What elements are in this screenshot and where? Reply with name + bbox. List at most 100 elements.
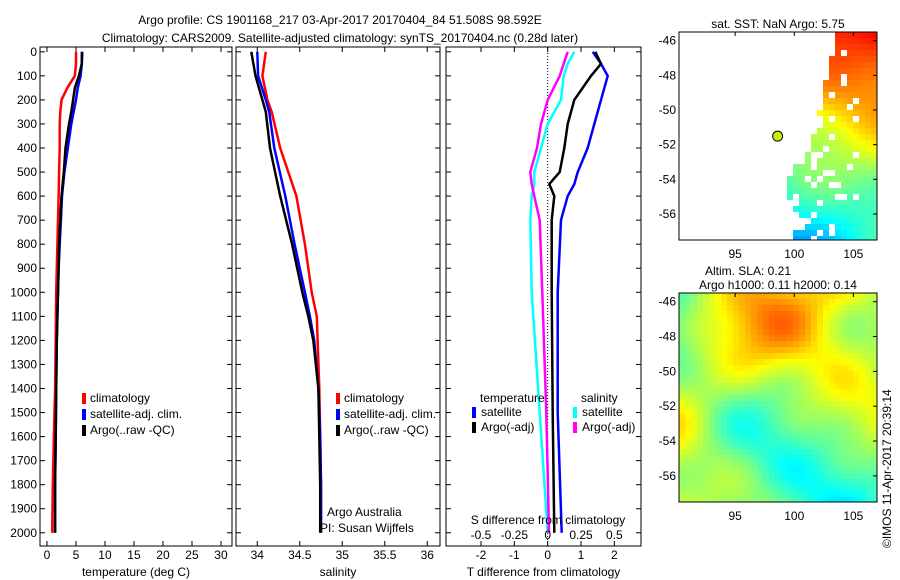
map-cell	[679, 485, 685, 491]
map-cell	[829, 317, 835, 323]
map-cell	[859, 305, 865, 311]
map-cell	[757, 473, 763, 479]
map-cell	[847, 371, 853, 377]
map-cell	[757, 371, 763, 377]
map-cell	[823, 467, 829, 473]
map-cell	[733, 365, 739, 371]
map-cell	[835, 365, 841, 371]
map-cell	[685, 377, 691, 383]
map-cell	[811, 194, 817, 200]
map-cell	[835, 224, 841, 230]
map-cell	[847, 128, 853, 134]
map-cell	[859, 38, 865, 44]
map-cell	[829, 371, 835, 377]
map-cell	[721, 401, 727, 407]
map-cell	[823, 389, 829, 395]
map-cell	[859, 44, 865, 50]
map-cell	[871, 86, 877, 92]
map-cell	[685, 413, 691, 419]
map-cell	[703, 305, 709, 311]
map-cell	[787, 329, 793, 335]
map-cell	[847, 317, 853, 323]
map-cell	[823, 407, 829, 413]
map-cell	[769, 389, 775, 395]
map-cell	[853, 158, 859, 164]
map-cell	[787, 449, 793, 455]
map-cell	[823, 164, 829, 170]
map-cell	[859, 224, 865, 230]
map-cell	[739, 401, 745, 407]
map-cell	[715, 485, 721, 491]
map-cell	[751, 305, 757, 311]
map-cell	[853, 491, 859, 497]
map-cell	[853, 92, 859, 98]
map-cell	[835, 317, 841, 323]
map-cell	[799, 401, 805, 407]
map-cell	[811, 443, 817, 449]
map-cell	[811, 329, 817, 335]
map-cell	[709, 305, 715, 311]
map-cell	[835, 347, 841, 353]
map-cell	[679, 335, 685, 341]
map-cell	[829, 323, 835, 329]
map-cell	[847, 323, 853, 329]
map-cell	[685, 359, 691, 365]
map-cell	[805, 473, 811, 479]
map-cell	[721, 431, 727, 437]
map-cell	[727, 461, 733, 467]
map-cell	[709, 425, 715, 431]
map-cell	[715, 371, 721, 377]
map-cell	[805, 443, 811, 449]
map-cell	[745, 437, 751, 443]
map-cell	[835, 305, 841, 311]
map-cell	[835, 443, 841, 449]
map-cell	[751, 359, 757, 365]
map-cell	[703, 485, 709, 491]
map-cell	[763, 389, 769, 395]
map-cell	[853, 329, 859, 335]
map-cell	[823, 473, 829, 479]
map-cell	[835, 383, 841, 389]
map-cell	[739, 377, 745, 383]
map-cell	[799, 335, 805, 341]
map-cell	[817, 305, 823, 311]
map-cell	[811, 140, 817, 146]
map-cell	[685, 491, 691, 497]
map-cell	[793, 341, 799, 347]
map-cell	[865, 485, 871, 491]
map-cell	[859, 110, 865, 116]
map-cell	[721, 371, 727, 377]
map-cell	[823, 455, 829, 461]
map-cell	[871, 218, 877, 224]
series-line-t-argo-adj-	[547, 51, 603, 533]
map-cell	[781, 461, 787, 467]
map-cell	[799, 200, 805, 206]
map-cell	[823, 206, 829, 212]
map-cell	[757, 461, 763, 467]
map-cell	[871, 194, 877, 200]
map-cell	[829, 395, 835, 401]
map-cell	[859, 407, 865, 413]
map-cell	[859, 194, 865, 200]
map-cell	[817, 134, 823, 140]
map-cell	[847, 212, 853, 218]
map-cell	[721, 497, 727, 502]
map-cell	[829, 164, 835, 170]
map-cell	[841, 449, 847, 455]
map-cell	[685, 401, 691, 407]
map-cell	[811, 401, 817, 407]
map-cell	[841, 341, 847, 347]
map-cell	[853, 176, 859, 182]
map-cell	[775, 413, 781, 419]
map-cell	[691, 419, 697, 425]
map-cell	[841, 293, 847, 299]
map-cell	[733, 449, 739, 455]
map-cell	[799, 485, 805, 491]
map-cell	[829, 413, 835, 419]
x2-tick-label: 0	[544, 528, 551, 542]
map-cell	[793, 425, 799, 431]
map-cell	[823, 305, 829, 311]
map-cell	[697, 383, 703, 389]
map-cell	[715, 317, 721, 323]
